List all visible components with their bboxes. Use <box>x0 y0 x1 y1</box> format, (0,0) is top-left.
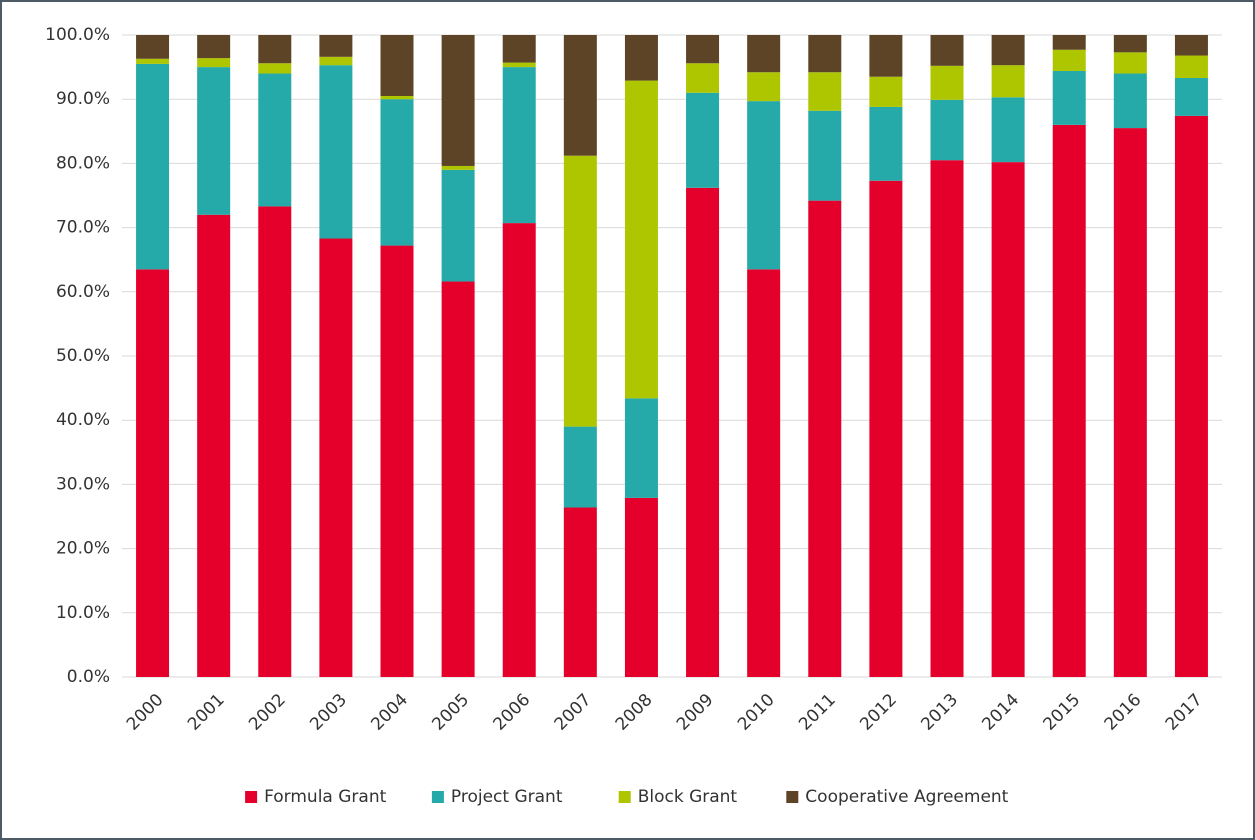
y-tick-label: 0.0% <box>67 667 110 687</box>
bar-segment <box>747 35 781 73</box>
bar-segment <box>258 73 292 207</box>
bar-segment <box>380 245 414 678</box>
legend-label: Block Grant <box>638 787 738 807</box>
bar-segment <box>686 35 720 64</box>
bar-segment <box>808 110 842 201</box>
bar-segment <box>1174 78 1208 116</box>
legend-swatch <box>245 791 258 803</box>
bar-segment <box>991 35 1025 66</box>
bar-segment <box>930 65 964 100</box>
bar-segment <box>1052 70 1086 125</box>
bar-segment <box>319 56 353 66</box>
y-tick-label: 80.0% <box>56 153 110 173</box>
bar-segment <box>563 426 597 508</box>
bar-segment <box>808 200 842 678</box>
legend-swatch <box>786 791 799 803</box>
bar-segment <box>197 35 231 59</box>
bar-segment <box>319 35 353 57</box>
bar-segment <box>747 101 781 270</box>
bar-segment <box>747 269 781 677</box>
bar-segment <box>136 63 170 270</box>
bar-segment <box>136 269 170 677</box>
bar-segment <box>197 214 231 677</box>
bar-segment <box>380 35 414 96</box>
legend-label: Formula Grant <box>264 787 386 807</box>
legend-label: Cooperative Agreement <box>805 787 1008 807</box>
legend-swatch <box>618 791 631 803</box>
bar-segment <box>1113 128 1147 678</box>
bar-segment <box>441 35 475 166</box>
bar-segment <box>441 165 475 170</box>
bar-segment <box>1113 52 1147 74</box>
y-tick-label: 70.0% <box>56 218 110 238</box>
bar-segment <box>869 180 903 677</box>
bar-segment <box>1052 124 1086 677</box>
bar-segment <box>869 76 903 107</box>
bar-segment <box>441 281 475 677</box>
bar-segment <box>563 507 597 677</box>
bar-segment <box>930 99 964 161</box>
bar-segment <box>1052 35 1086 50</box>
bar-segment <box>502 67 536 224</box>
bar-segment <box>686 92 720 188</box>
bar-segment <box>747 72 781 102</box>
bar-segment <box>380 99 414 246</box>
bar-segment <box>136 58 170 64</box>
bar-segment <box>991 162 1025 678</box>
bar-segment <box>136 35 170 59</box>
bar-segment <box>991 65 1025 98</box>
bar-segment <box>624 35 658 81</box>
y-tick-label: 100.0% <box>45 25 110 45</box>
y-tick-label: 20.0% <box>56 539 110 559</box>
legend-label: Project Grant <box>451 787 563 807</box>
y-tick-label: 40.0% <box>56 410 110 430</box>
bar-segment <box>624 398 658 498</box>
bar-segment <box>808 72 842 111</box>
bar-segment <box>319 65 353 239</box>
bar-segment <box>930 160 964 677</box>
bar-segment <box>258 35 292 64</box>
bar-segment <box>319 238 353 677</box>
bar-segment <box>502 62 536 68</box>
bar-segment <box>502 35 536 63</box>
bar-segment <box>686 187 720 677</box>
bar-segment <box>1174 35 1208 56</box>
bar-segment <box>197 67 231 215</box>
bar-segment <box>1174 55 1208 79</box>
y-tick-label: 60.0% <box>56 282 110 302</box>
bar-segment <box>869 35 903 77</box>
bar-segment <box>808 35 842 73</box>
bar-segment <box>380 95 414 100</box>
bar-segment <box>1113 73 1147 129</box>
bar-segment <box>441 169 475 282</box>
bar-segment <box>930 35 964 66</box>
bar-segment <box>991 97 1025 163</box>
y-tick-label: 10.0% <box>56 603 110 623</box>
bar-segment <box>686 63 720 93</box>
bar-segment <box>563 35 597 156</box>
legend-swatch <box>431 791 444 803</box>
bar-segment <box>1113 35 1147 53</box>
bar-segment <box>869 106 903 181</box>
bar-segment <box>258 206 292 677</box>
bar-segment <box>258 63 292 74</box>
bar-segment <box>1052 49 1086 71</box>
bar-segment <box>624 497 658 677</box>
y-tick-label: 50.0% <box>56 346 110 366</box>
bar-segment <box>624 80 658 399</box>
y-tick-label: 30.0% <box>56 474 110 494</box>
y-tick-label: 90.0% <box>56 89 110 109</box>
bar-segment <box>502 223 536 677</box>
bar-segment <box>1174 115 1208 678</box>
bar-segment <box>197 58 231 68</box>
bar-segment <box>563 155 597 427</box>
